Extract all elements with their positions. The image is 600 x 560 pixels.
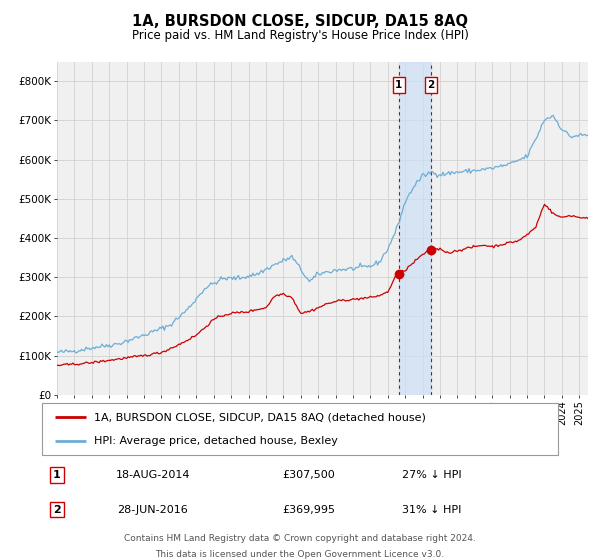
Text: £307,500: £307,500 <box>283 470 335 480</box>
Text: 1: 1 <box>53 470 61 480</box>
Text: 1A, BURSDON CLOSE, SIDCUP, DA15 8AQ (detached house): 1A, BURSDON CLOSE, SIDCUP, DA15 8AQ (det… <box>94 412 425 422</box>
Text: 18-AUG-2014: 18-AUG-2014 <box>116 470 190 480</box>
Text: HPI: Average price, detached house, Bexley: HPI: Average price, detached house, Bexl… <box>94 436 337 446</box>
Text: 1A, BURSDON CLOSE, SIDCUP, DA15 8AQ: 1A, BURSDON CLOSE, SIDCUP, DA15 8AQ <box>132 14 468 29</box>
FancyBboxPatch shape <box>42 403 558 455</box>
Text: Contains HM Land Registry data © Crown copyright and database right 2024.: Contains HM Land Registry data © Crown c… <box>124 534 476 543</box>
Bar <box>399 62 431 395</box>
Text: £369,995: £369,995 <box>283 505 335 515</box>
Text: This data is licensed under the Open Government Licence v3.0.: This data is licensed under the Open Gov… <box>155 549 445 558</box>
Text: 28-JUN-2016: 28-JUN-2016 <box>118 505 188 515</box>
Text: Price paid vs. HM Land Registry's House Price Index (HPI): Price paid vs. HM Land Registry's House … <box>131 29 469 42</box>
Text: 2: 2 <box>53 505 61 515</box>
Text: 2: 2 <box>428 80 435 90</box>
Text: 1: 1 <box>395 80 403 90</box>
Text: 31% ↓ HPI: 31% ↓ HPI <box>403 505 461 515</box>
Text: 27% ↓ HPI: 27% ↓ HPI <box>402 470 462 480</box>
